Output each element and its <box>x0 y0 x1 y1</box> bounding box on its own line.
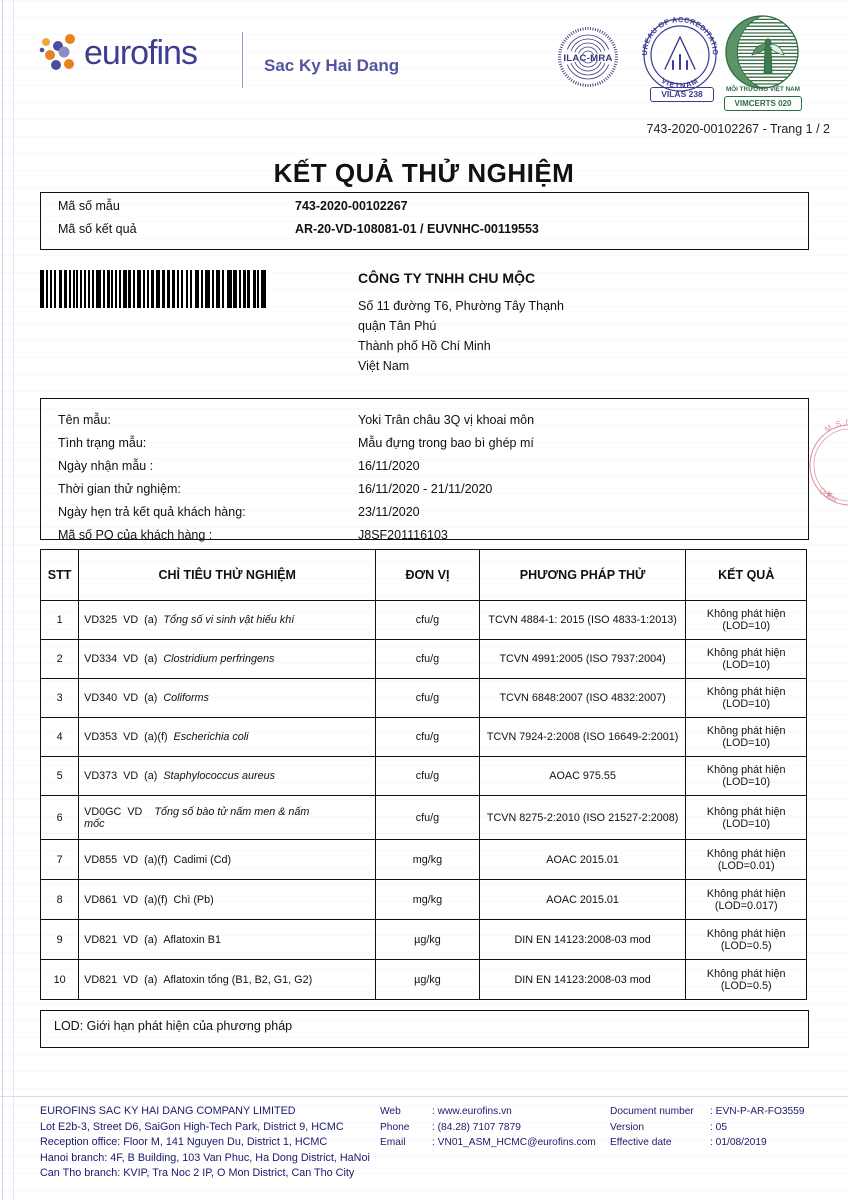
svg-text:ILAC-MRA: ILAC-MRA <box>563 53 612 64</box>
svg-text:eurofins: eurofins <box>84 34 197 72</box>
svg-text:★: ★ <box>825 489 833 499</box>
